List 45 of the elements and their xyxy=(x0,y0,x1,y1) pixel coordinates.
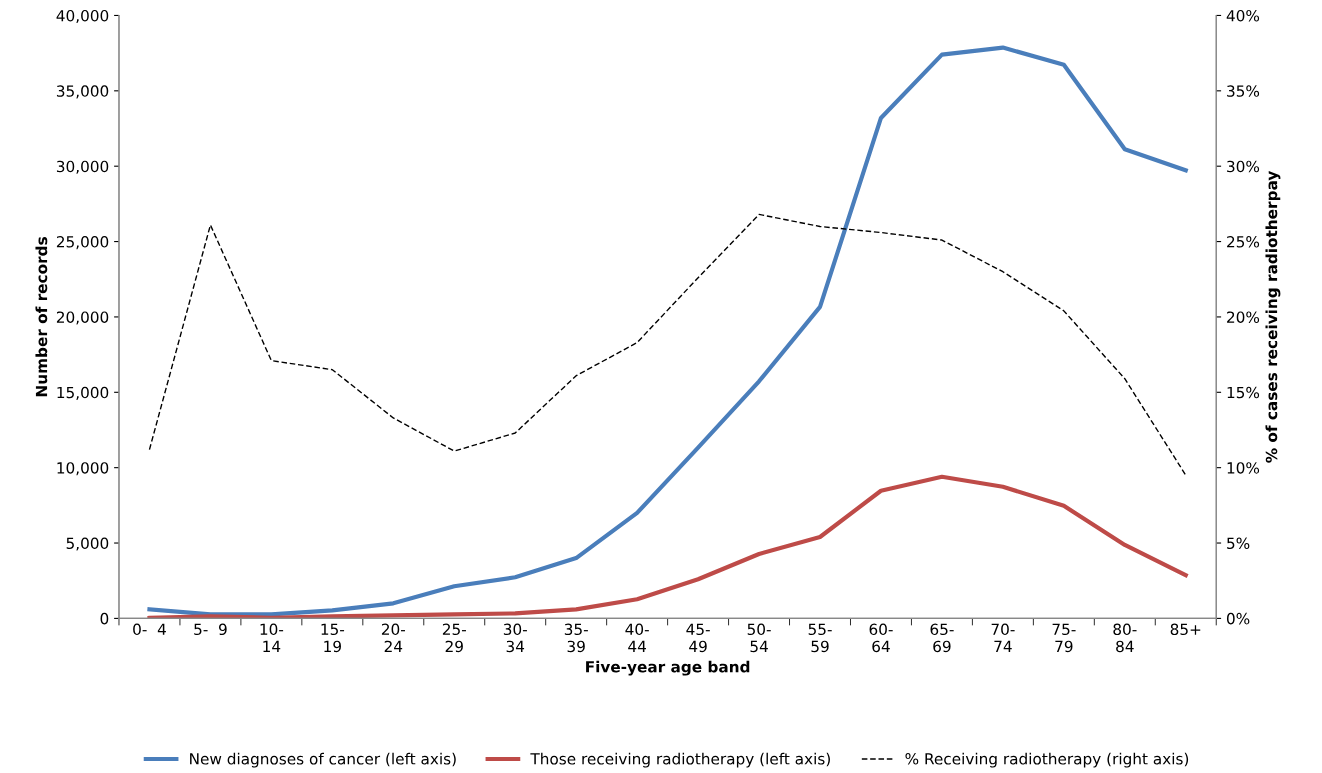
x-tick-label: 50- 54 xyxy=(747,623,771,653)
x-tick-label: 70- 74 xyxy=(991,623,1015,652)
y2-tick-label: 15% xyxy=(1227,386,1260,399)
line-series xyxy=(147,45,1188,617)
x-tick-label: 40- 44 xyxy=(625,623,649,652)
x-tick-label: 65- 69 xyxy=(930,623,954,653)
x-tick-label: 75- 79 xyxy=(1052,623,1076,653)
legend-label: % Receiving radiotherapy (right axis) xyxy=(905,752,1189,768)
y-tick-label: 30,000 xyxy=(56,160,109,174)
y2-tick-label: 10% xyxy=(1227,462,1260,474)
x-tick-label: 30- 34 xyxy=(503,623,527,653)
x-tick-label: 20- 24 xyxy=(381,623,406,652)
legend-label: New diagnoses of cancer (left axis) xyxy=(190,752,456,768)
x-tick-label: 5- 9 xyxy=(194,623,227,636)
y2-tick-label: 5% xyxy=(1227,537,1250,550)
x-tick-label: 60- 64 xyxy=(869,623,893,653)
x-tick-label: 10- 14 xyxy=(260,623,284,652)
y2-tick-label: 30% xyxy=(1227,160,1260,173)
x-tick-label: 25- 29 xyxy=(442,623,466,653)
y-axis-title: Number of records xyxy=(35,237,48,397)
y2-tick-label: 35% xyxy=(1227,85,1260,97)
y2-tick-label: 20% xyxy=(1227,311,1260,323)
x-axis-title: Five-year age band xyxy=(586,660,750,676)
y2-tick-label: 0% xyxy=(1226,612,1250,625)
y2-axis-title: % of cases receiving radiotherpay xyxy=(1265,170,1281,463)
line-series xyxy=(147,474,1188,619)
x-tick-label: 35- 39 xyxy=(564,623,588,653)
y-tick-label: 15,000 xyxy=(57,386,109,400)
x-tick-label: 55- 59 xyxy=(808,623,832,653)
y-tick-label: 25,000 xyxy=(56,236,109,250)
y-tick-label: 20,000 xyxy=(56,311,109,325)
y2-tick-label: 40% xyxy=(1226,9,1260,22)
legend-label: Those receiving radiotherapy (left axis) xyxy=(530,752,830,768)
y-tick-label: 40,000 xyxy=(56,9,109,24)
x-tick-label: 85+ xyxy=(1170,623,1201,636)
y-tick-label: 5,000 xyxy=(66,537,109,551)
x-tick-label: 80- 84 xyxy=(1113,623,1137,653)
x-tick-label: 45- 49 xyxy=(686,623,710,653)
x-tick-label: 0- 4 xyxy=(133,623,166,636)
x-tick-label: 15- 19 xyxy=(321,623,345,653)
line-series xyxy=(148,213,1187,476)
y-tick-label: 0 xyxy=(100,612,109,625)
y-tick-label: 10,000 xyxy=(57,462,109,476)
y2-tick-label: 25% xyxy=(1227,236,1260,248)
y-tick-label: 35,000 xyxy=(56,85,109,99)
